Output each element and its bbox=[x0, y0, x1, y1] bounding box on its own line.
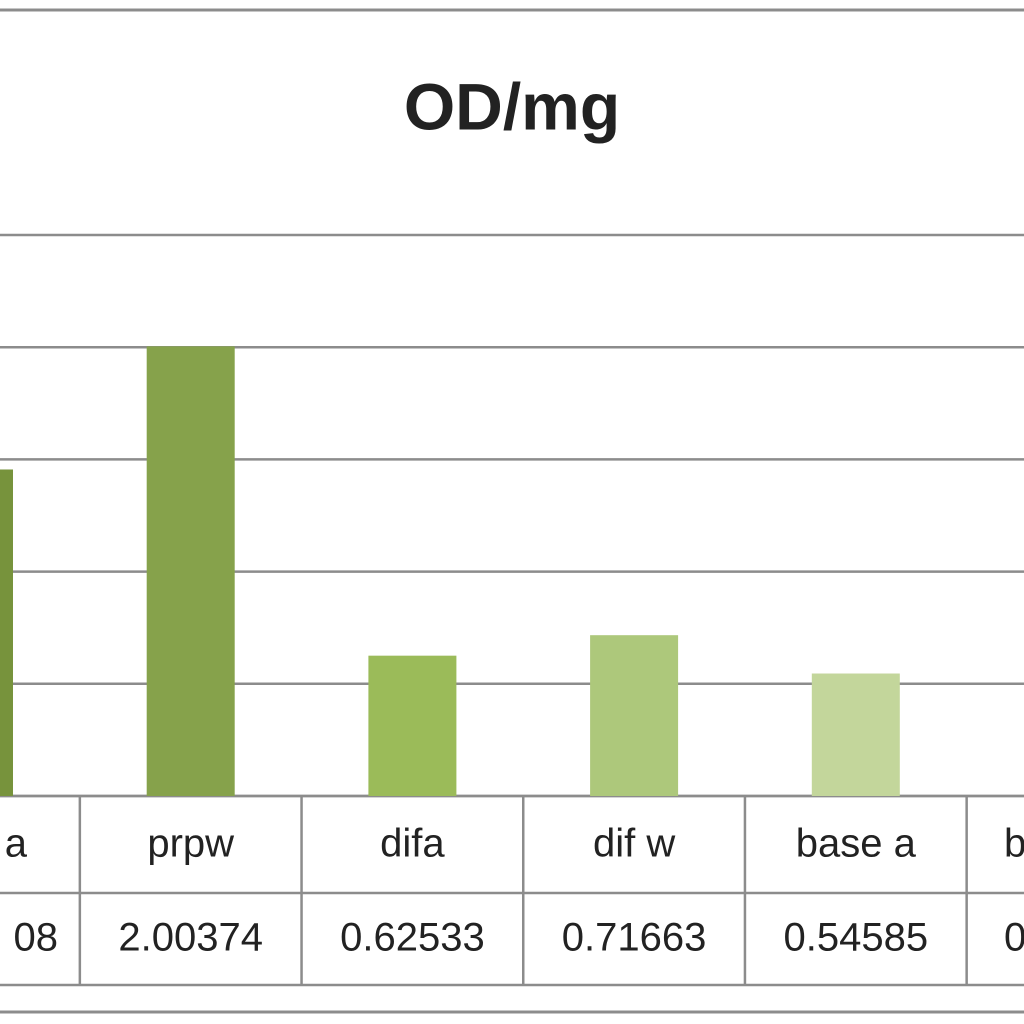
bar bbox=[146, 346, 235, 796]
chart-title: OD/mg bbox=[404, 69, 620, 143]
category-label: prpw bbox=[147, 822, 234, 866]
bar bbox=[0, 469, 13, 796]
value-label: 08 bbox=[14, 916, 59, 960]
value-label: 2.00374 bbox=[118, 916, 263, 960]
category-label: base a bbox=[796, 822, 917, 866]
bar bbox=[811, 673, 900, 796]
bar bbox=[590, 635, 679, 796]
bar bbox=[368, 655, 457, 796]
category-label: difa bbox=[380, 822, 445, 866]
value-label: 0.62533 bbox=[340, 916, 485, 960]
value-label: 0. bbox=[1004, 916, 1024, 960]
category-label: a bbox=[5, 822, 28, 866]
value-label: 0.71663 bbox=[562, 916, 707, 960]
value-label: 0.54585 bbox=[784, 916, 929, 960]
category-label: b bbox=[1004, 822, 1024, 866]
category-label: dif w bbox=[593, 822, 675, 866]
